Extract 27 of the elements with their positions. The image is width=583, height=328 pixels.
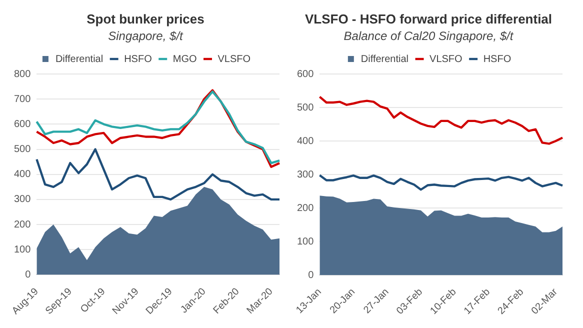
y-tick-label: 400 xyxy=(296,136,314,147)
y-tick-label: 500 xyxy=(296,102,314,114)
y-tick-label: 100 xyxy=(14,244,32,256)
legend-label: Differential xyxy=(55,54,104,65)
y-tick-label: 200 xyxy=(14,219,32,230)
legend-label: VLSFO xyxy=(218,54,251,65)
y-tick-label: 600 xyxy=(14,118,32,130)
chart-title: VLSFO - HSFO forward price differential xyxy=(304,11,552,26)
y-tick-label: 700 xyxy=(14,94,32,105)
chart-subtitle: Singapore, $/t xyxy=(108,29,184,44)
chart-subtitle: Balance of Cal20 Singapore, $/t xyxy=(344,29,514,44)
y-tick-label: 100 xyxy=(296,236,314,248)
y-tick-label: 400 xyxy=(14,169,32,180)
legend-label: HSFO xyxy=(483,54,512,65)
y-tick-label: 0 xyxy=(25,269,32,280)
legend-label: MGO xyxy=(172,54,197,65)
y-tick-label: 300 xyxy=(296,169,314,180)
legend-label: HSFO xyxy=(124,54,152,65)
y-tick-label: 500 xyxy=(14,144,32,156)
y-tick-label: 300 xyxy=(14,194,32,206)
legend-label: VLSFO xyxy=(430,54,463,65)
y-tick-label: 200 xyxy=(296,202,314,214)
legend-label: Differential xyxy=(360,54,409,65)
chart-title: Spot bunker prices xyxy=(86,11,204,26)
y-tick-label: 0 xyxy=(308,270,314,281)
y-tick-label: 800 xyxy=(14,68,32,80)
y-tick-label: 600 xyxy=(296,68,314,80)
